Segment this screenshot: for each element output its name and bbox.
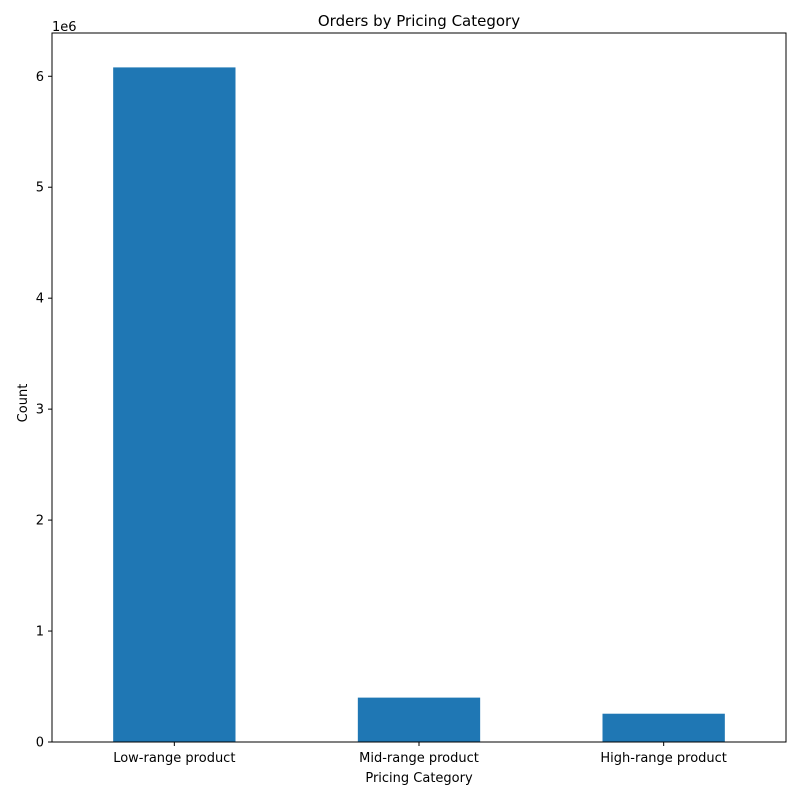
bar-mid-range-product — [357, 697, 481, 742]
y-tick-label: 3 — [36, 403, 44, 418]
y-tick-label: 2 — [36, 514, 44, 529]
x-tick-label: High-range product — [600, 751, 727, 766]
y-axis-offset-label: 1e6 — [52, 20, 77, 35]
y-tick-label: 6 — [36, 70, 44, 85]
y-tick-label: 4 — [36, 292, 44, 307]
x-axis-label: Pricing Category — [365, 771, 473, 786]
bar-high-range-product — [602, 713, 725, 742]
y-tick-label: 5 — [36, 181, 44, 196]
chart-title: Orders by Pricing Category — [318, 12, 520, 30]
y-tick-label: 0 — [36, 736, 44, 751]
axes-layer: 0 1 2 3 4 5 6 Low-range product Mid-range produc… — [36, 32, 787, 766]
y-tick-label: 1 — [36, 625, 44, 640]
x-tick-label: Low-range product — [113, 751, 235, 766]
bar-low-range-product — [113, 67, 236, 742]
x-tick-label: Mid-range product — [359, 751, 479, 766]
y-axis-label: Count — [16, 384, 31, 423]
bars-layer — [113, 67, 725, 742]
